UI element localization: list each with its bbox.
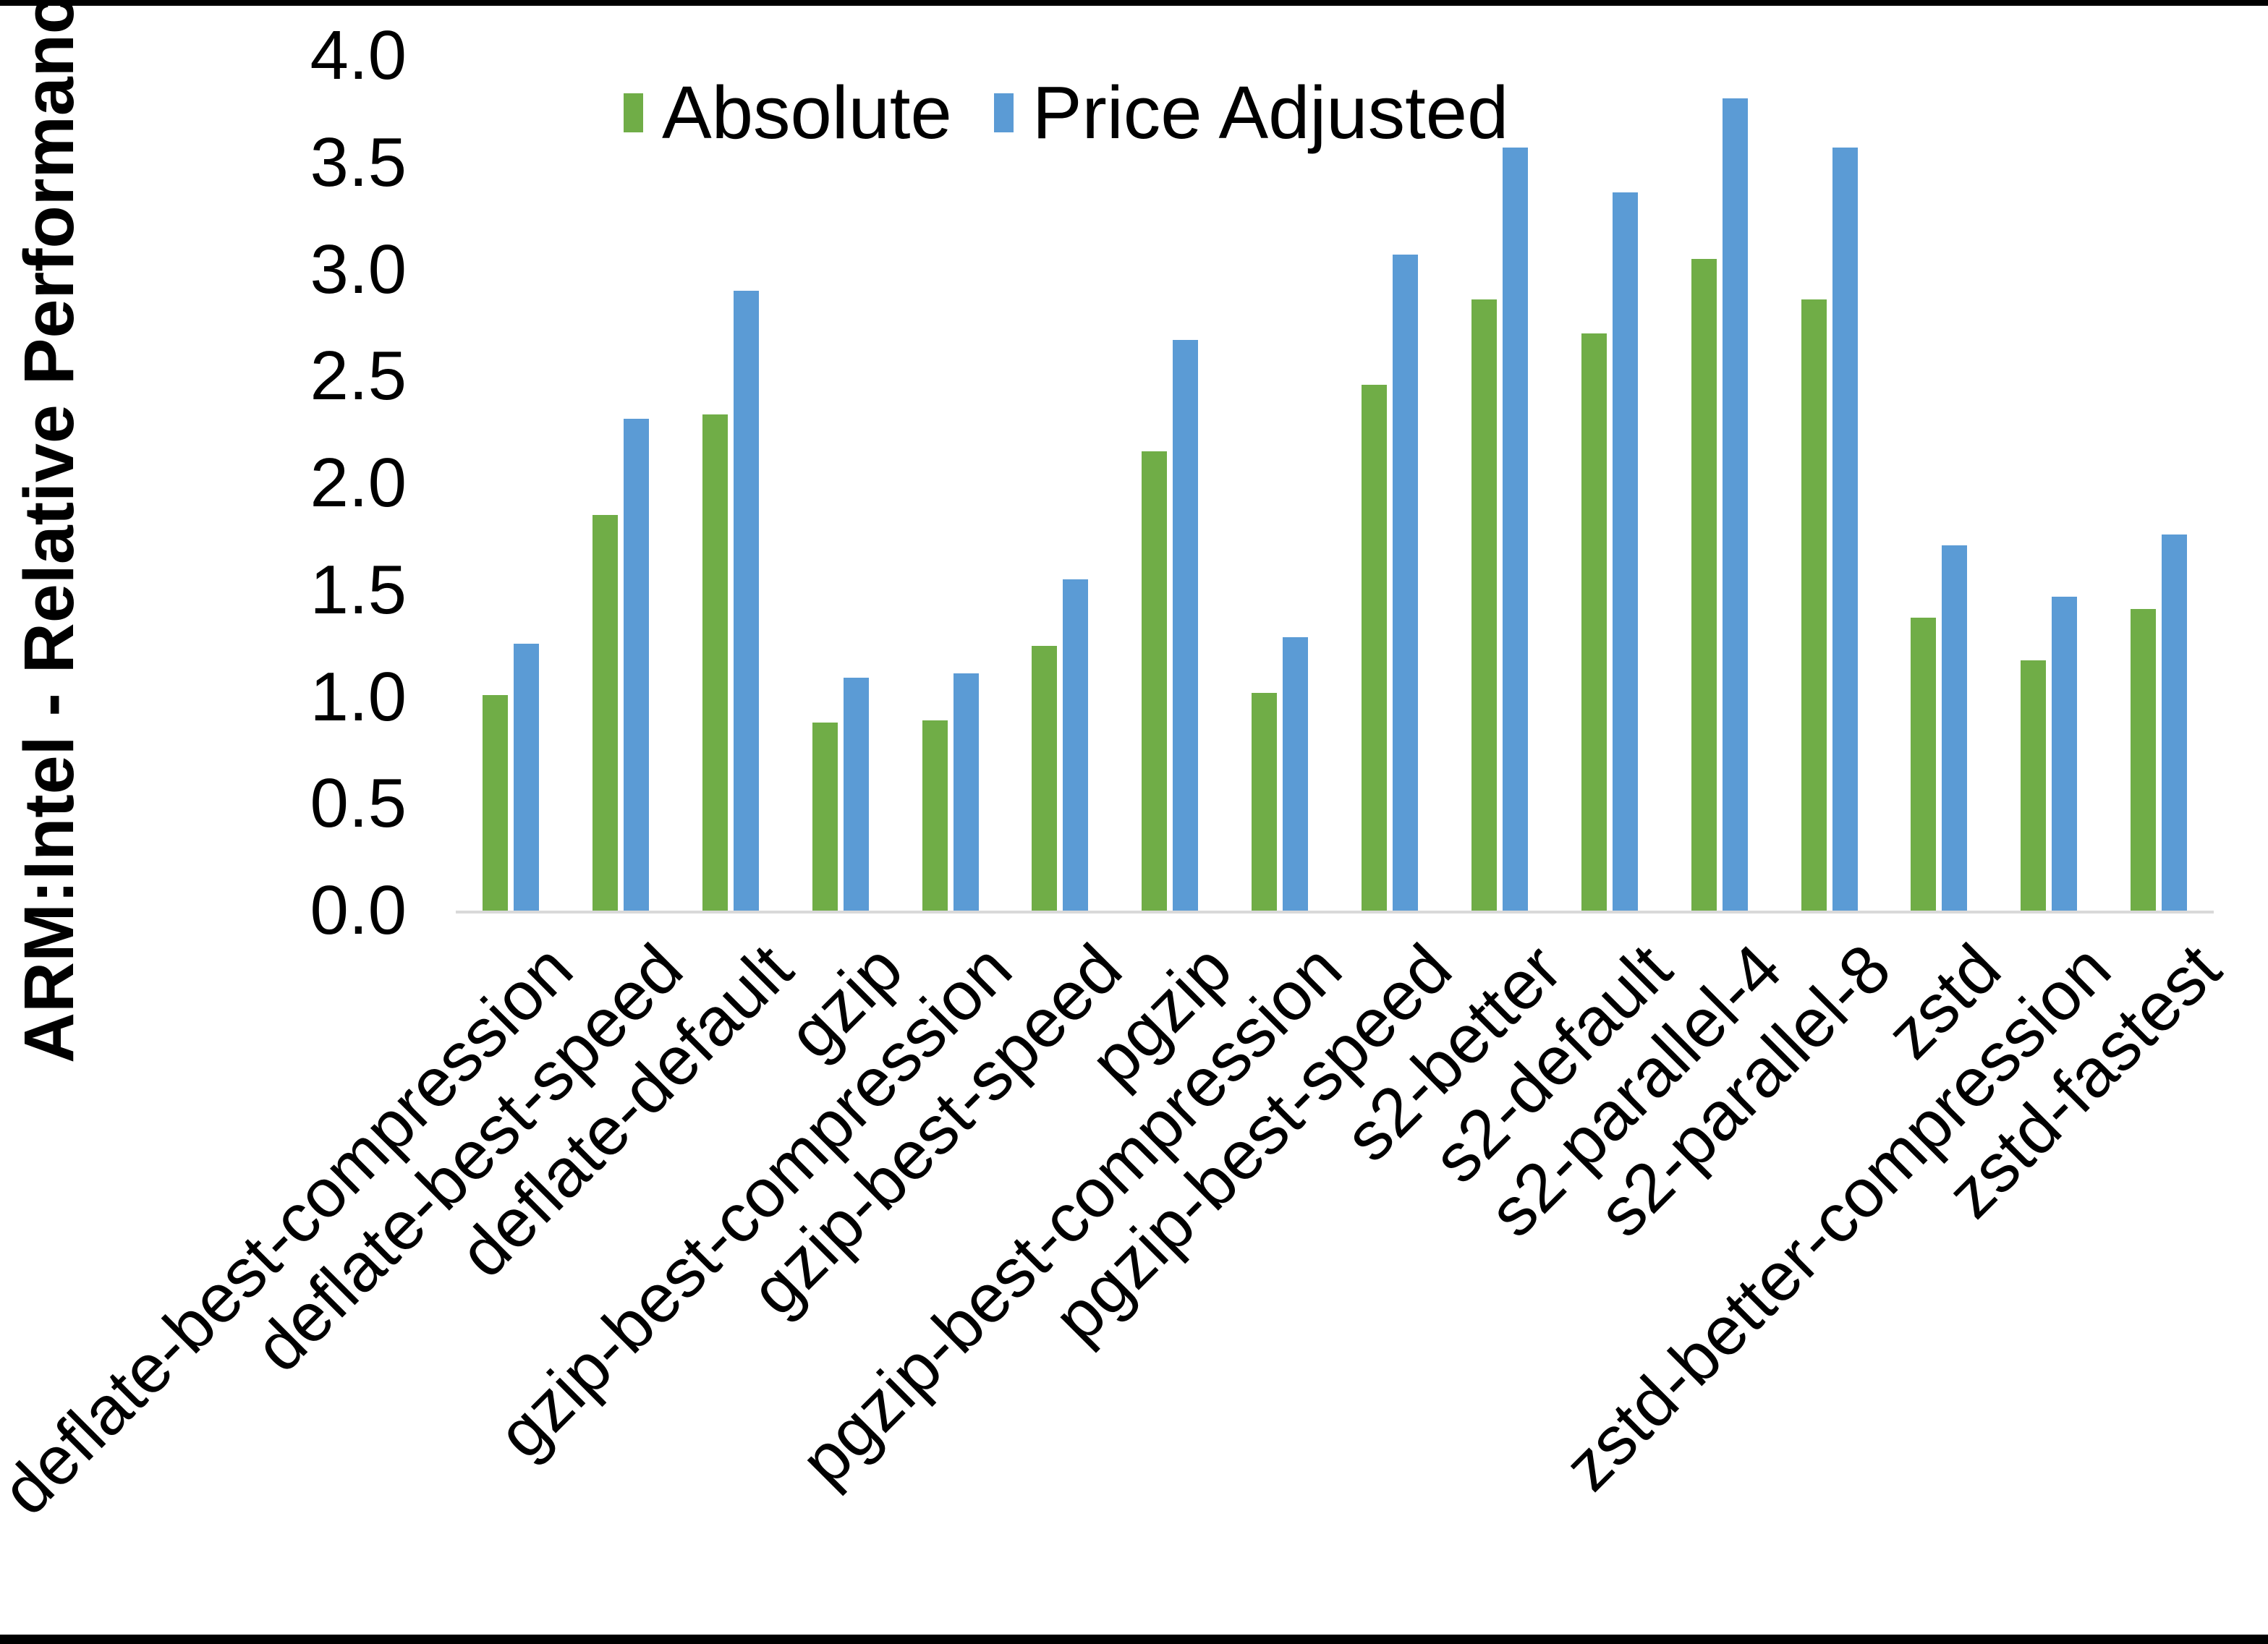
bar-price-adjusted <box>623 419 649 911</box>
bar-absolute <box>1471 299 1497 911</box>
y-tick-label: 0.5 <box>310 764 407 843</box>
bar-absolute <box>1911 618 1937 911</box>
bar-price-adjusted <box>1502 148 1528 911</box>
y-tick-label: 0.0 <box>310 872 407 949</box>
y-tick-label: 1.5 <box>310 550 407 629</box>
bar-price-adjusted <box>1832 148 1858 911</box>
bar-price-adjusted <box>953 673 979 911</box>
bar-absolute <box>1142 451 1168 911</box>
y-tick-label: 3.0 <box>310 230 407 308</box>
plot-area <box>456 56 2214 913</box>
bar-absolute <box>1252 692 1278 911</box>
bar-absolute <box>2021 660 2047 911</box>
bar-absolute <box>1032 645 1058 911</box>
bar-price-adjusted <box>1612 192 1638 911</box>
frame-border-bottom <box>0 1635 2268 1644</box>
bar-absolute <box>1691 258 1717 911</box>
legend-item: Absolute <box>624 75 952 150</box>
bar-price-adjusted <box>1283 636 1309 911</box>
bar-price-adjusted <box>843 677 869 911</box>
bar-price-adjusted <box>1173 340 1199 911</box>
y-tick-label: 2.0 <box>310 444 407 521</box>
bar-absolute <box>1581 333 1607 911</box>
y-tick-label: 4.0 <box>310 17 407 94</box>
legend-item: Price Adjusted <box>993 71 1509 154</box>
frame-border-top <box>0 0 2268 6</box>
bar-price-adjusted <box>2162 534 2188 911</box>
bar-absolute <box>812 722 838 911</box>
legend-swatch-icon <box>624 93 643 132</box>
bar-absolute <box>1362 385 1387 911</box>
x-axis-labels: deflate-best-compression deflate-best-spe… <box>0 921 2235 1637</box>
y-axis-ticks: 4.0 3.5 3.0 2.5 2.0 1.5 1.0 0.5 0.0 <box>0 0 407 1644</box>
bar-price-adjusted <box>2052 596 2078 911</box>
y-tick-label: 2.5 <box>310 337 407 415</box>
legend-label: Price Adjusted <box>1032 71 1509 154</box>
y-tick-label: 3.5 <box>310 123 407 201</box>
chart-legend: Absolute Price Adjusted <box>624 75 1508 150</box>
bar-price-adjusted <box>514 643 539 911</box>
bar-price-adjusted <box>1722 98 1748 911</box>
bar-price-adjusted <box>1063 579 1089 911</box>
bar-price-adjusted <box>733 291 759 911</box>
bar-absolute <box>592 515 618 911</box>
bar-absolute <box>483 694 508 911</box>
bar-absolute <box>922 720 948 911</box>
bar-price-adjusted <box>1393 254 1418 911</box>
bar-absolute <box>702 414 728 911</box>
y-tick-label: 1.0 <box>310 657 407 736</box>
bar-price-adjusted <box>1942 545 1968 911</box>
legend-swatch-icon <box>993 93 1014 132</box>
bar-absolute <box>2131 609 2157 911</box>
bar-absolute <box>1801 299 1827 911</box>
legend-label: Absolute <box>662 71 952 154</box>
